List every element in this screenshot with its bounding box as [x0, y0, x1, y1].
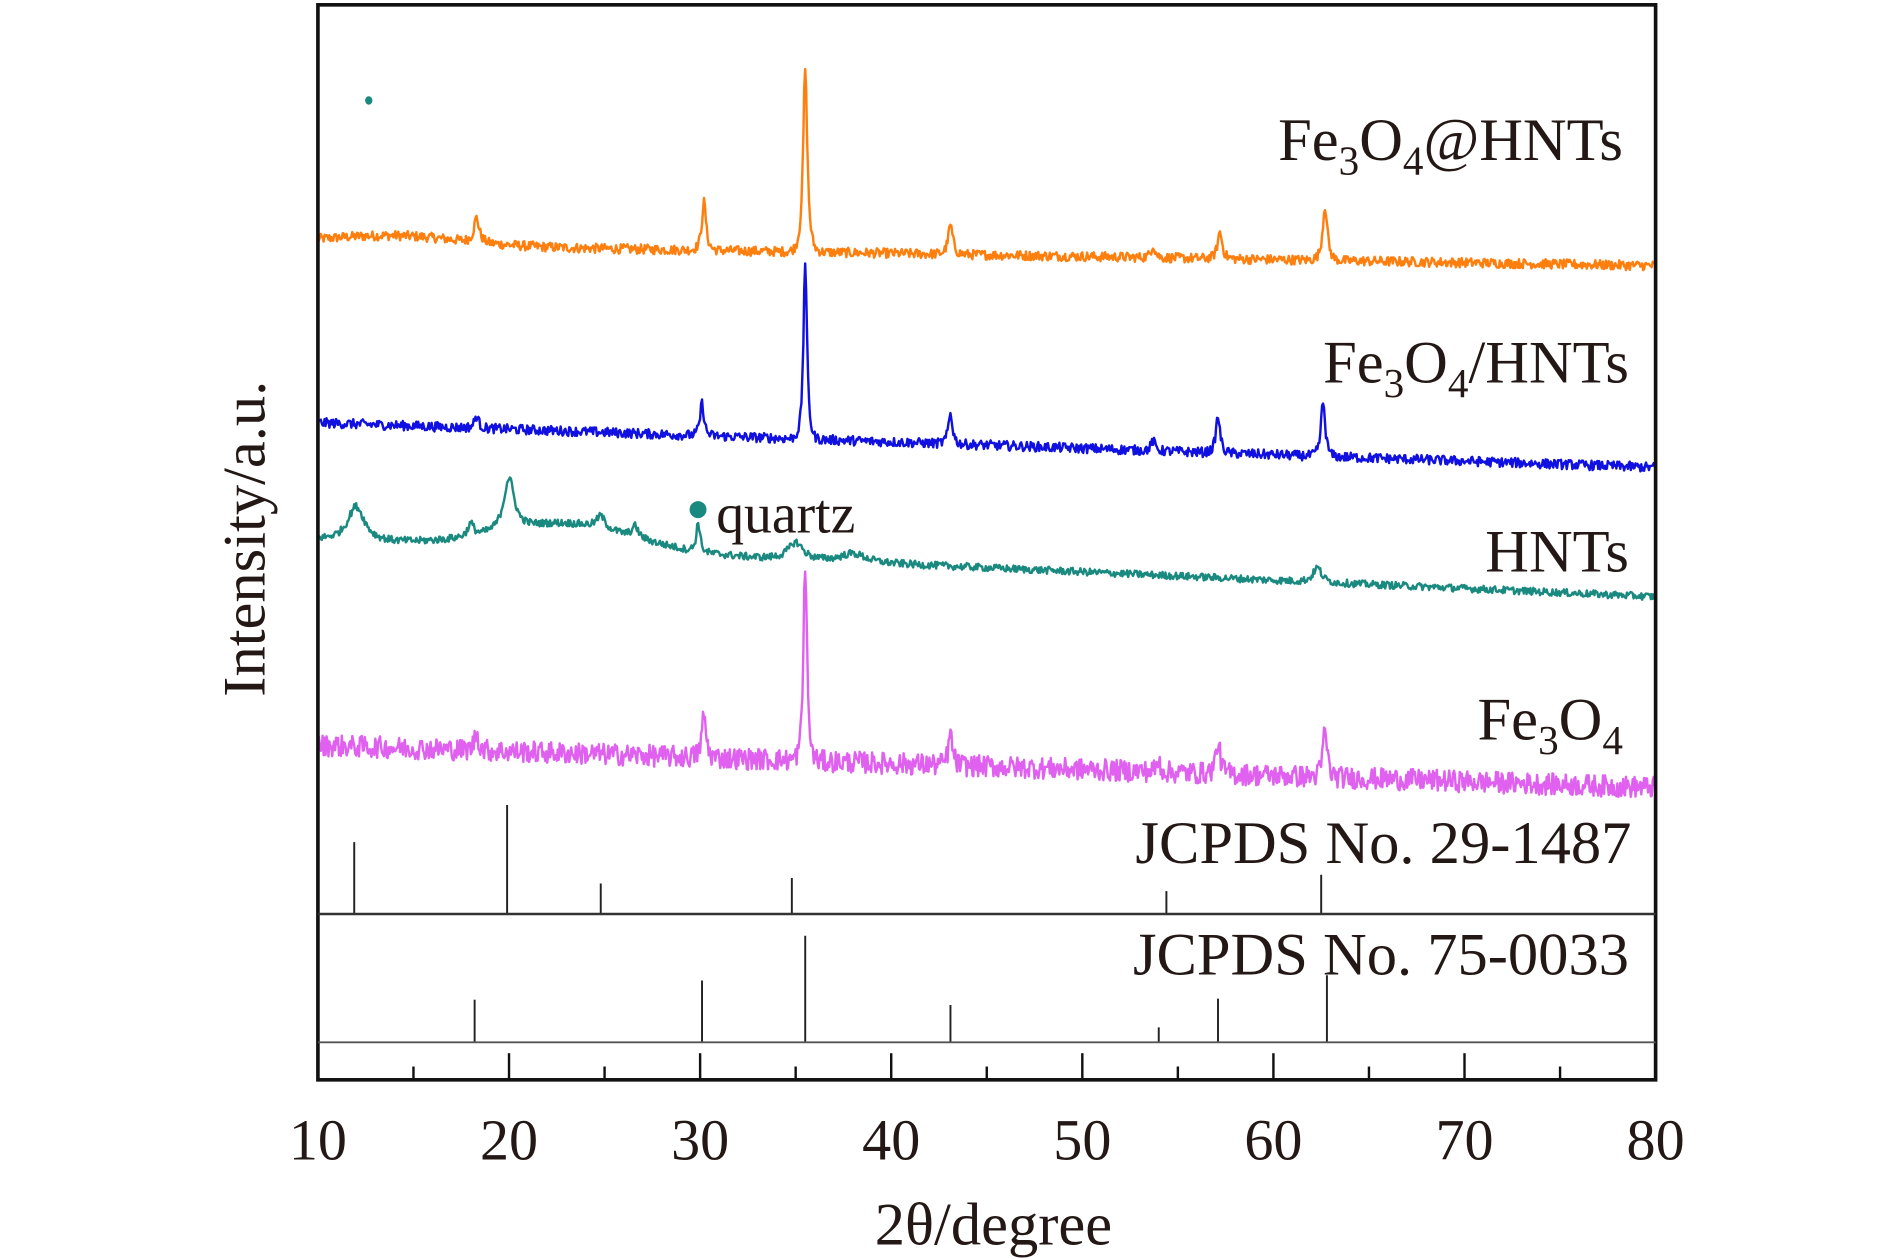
- series-label-fe3o4-at-hnts: Fe3O4@HNTs: [1278, 107, 1623, 184]
- plot-frame: [316, 3, 1658, 1082]
- trace-fe3o4-hnts: [316, 262, 1657, 473]
- x-tick-label: 80: [1627, 1108, 1685, 1173]
- x-tick-label: 30: [671, 1108, 729, 1173]
- x-tick-label: 50: [1053, 1108, 1111, 1173]
- stray-dot-marker: [365, 96, 373, 105]
- trace-hnts: [317, 476, 1657, 601]
- series-label-fe3o4: Fe3O4: [1478, 687, 1623, 764]
- quartz-annotation: quartz: [716, 484, 855, 546]
- x-tick-label: 40: [862, 1108, 920, 1173]
- series-label-fe3o4-hnts: Fe3O4/HNTs: [1323, 330, 1629, 407]
- trace-fe3o4-hnts: [316, 67, 1656, 272]
- x-tick-label: 70: [1435, 1108, 1493, 1173]
- x-axis-ticks: [316, 1053, 1657, 1080]
- reference-patterns: [353, 805, 1328, 1043]
- reference-label-75-0033: JCPDS No. 75-0033: [1133, 922, 1629, 989]
- trace-fe3o4: [316, 570, 1657, 799]
- reference-label-29-1487: JCPDS No. 29-1487: [1135, 810, 1631, 877]
- y-axis-label: Intensity/a.u.: [212, 381, 279, 697]
- x-tick-labels: 10 20 30 40 50 60 70 80: [289, 1108, 1685, 1173]
- traces: [316, 67, 1657, 799]
- x-tick-label: 10: [289, 1108, 347, 1173]
- quartz-marker-icon: [689, 501, 707, 519]
- x-tick-label: 20: [480, 1108, 538, 1173]
- x-tick-label: 60: [1244, 1108, 1302, 1173]
- series-label-hnts: HNTs: [1485, 518, 1629, 585]
- x-axis-label: 2θ/degree: [875, 1191, 1112, 1258]
